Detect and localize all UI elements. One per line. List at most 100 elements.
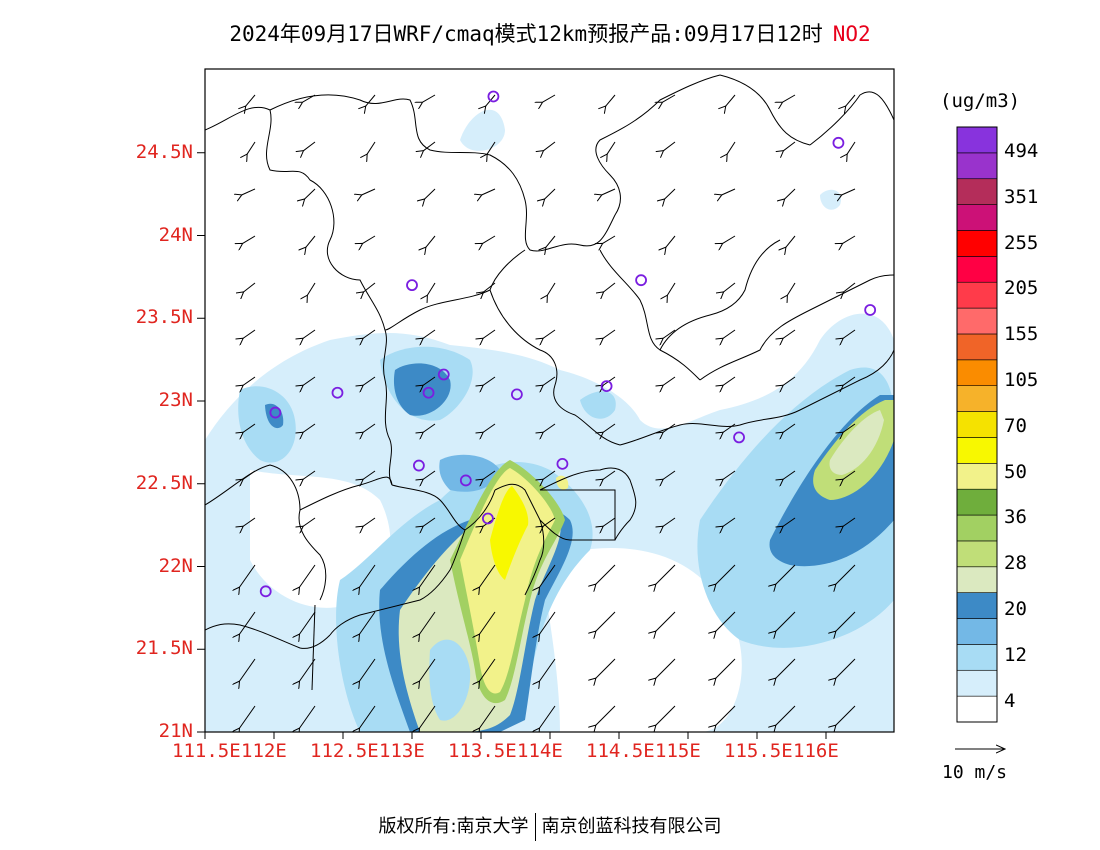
lat-tick-label: 21.5N: [135, 637, 193, 660]
wind-arrow: [716, 658, 736, 678]
wind-arrow: [603, 470, 616, 479]
wind-arrow: [656, 564, 676, 584]
station-marker: [437, 368, 450, 381]
lat-tick-label: 24N: [158, 223, 193, 246]
colorbar-tick-label: 70: [1004, 414, 1027, 437]
wind-arrow: [244, 282, 256, 292]
wind-arrow: [607, 141, 616, 154]
wind-arrow: [247, 141, 256, 154]
lon-tick-label: 115.5E: [724, 740, 793, 762]
wind-arrow: [836, 658, 856, 678]
colorbar-tick-label: 36: [1004, 506, 1027, 529]
colorbar-segment: [956, 359, 998, 386]
wind-arrow: [243, 235, 256, 243]
station-marker: [635, 274, 647, 287]
colorbar-tick-label: 50: [1004, 460, 1027, 483]
colorbar: [956, 126, 998, 723]
wind-arrow: [425, 188, 436, 199]
axis-tick-marks: [197, 152, 827, 739]
wind-arrow: [844, 282, 856, 292]
colorbar-segment: [956, 152, 998, 180]
lat-tick-label: 23.5N: [135, 306, 193, 329]
colorbar-tick-label: 351: [1004, 185, 1039, 208]
colorbar-segment: [956, 618, 998, 645]
wind-arrow: [423, 517, 436, 526]
wind-arrow: [242, 188, 256, 195]
lat-tick-label: 23N: [158, 389, 193, 411]
wind-arrow: [602, 188, 616, 195]
station-marker: [412, 459, 425, 472]
wind-arrow: [785, 188, 796, 199]
lon-tick-label: 111.5E: [172, 740, 241, 762]
colorbar-segment: [956, 385, 998, 412]
wind-arrow: [596, 658, 616, 678]
station-marker: [600, 380, 613, 393]
wind-arrow: [420, 564, 436, 587]
wind-arrow: [363, 235, 376, 243]
wind-arrow: [543, 376, 556, 385]
wind-arrow: [783, 470, 796, 479]
wind-arrow: [604, 282, 616, 292]
wind-arrow: [606, 94, 616, 106]
colorbar-tick-label: 105: [1004, 369, 1039, 391]
station-marker: [510, 388, 523, 401]
title-text: 2024年09月17日WRF/cmaq模式12km预报产品:09月17日12时: [229, 22, 823, 46]
colorbar-tick-label: 12: [1004, 643, 1027, 666]
wind-arrow: [480, 705, 496, 728]
wind-arrow: [663, 423, 676, 432]
station-marker: [259, 585, 272, 598]
colorbar-segment: [956, 411, 998, 438]
colorbar-tick-label: 494: [1004, 140, 1039, 162]
wind-arrow: [426, 235, 436, 247]
wind-arrow: [420, 705, 436, 728]
colorbar-unit: (ug/m3): [940, 90, 1021, 112]
station-marker: [556, 457, 569, 470]
lon-tick-label: 114.5E: [586, 740, 655, 762]
wind-arrow: [723, 470, 736, 479]
wind-vectors: [240, 94, 856, 728]
wind-arrow: [363, 329, 376, 338]
station-marker: [733, 431, 745, 444]
wind-arrow: [663, 94, 676, 102]
footer-separator: [534, 813, 536, 841]
copyright-footer: 版权所有:南京大学 南京创蓝科技有限公司: [0, 812, 1100, 841]
wind-arrow: [596, 564, 616, 584]
map-title: 2024年09月17日WRF/cmaq模式12km预报产品:09月17日12时 N…: [0, 18, 1100, 48]
wind-arrow: [360, 705, 376, 728]
wind-arrow: [484, 282, 496, 292]
station-marker: [832, 136, 845, 149]
wind-arrow: [240, 705, 256, 728]
wind-arrow: [716, 564, 736, 584]
wind-arrow: [543, 329, 556, 338]
wind-arrow: [776, 564, 796, 584]
lon-tick-label: 116E: [793, 740, 839, 762]
wind-arrow: [836, 705, 856, 725]
wind-arrow: [423, 94, 436, 102]
station-marker: [406, 279, 418, 292]
wind-arrow: [540, 564, 556, 587]
colorbar-segment: [956, 126, 998, 154]
wind-arrow: [423, 141, 436, 151]
wind-arrow: [362, 188, 376, 195]
wind-arrow: [303, 423, 316, 432]
wind-arrow: [307, 282, 316, 295]
colorbar-tick-label: 4: [1004, 689, 1016, 712]
colorbar-segment: [956, 204, 998, 231]
wind-arrow: [783, 517, 796, 526]
wind-arrow: [663, 141, 676, 151]
wind-arrow: [546, 235, 556, 247]
station-marker: [487, 90, 500, 103]
wind-arrow: [303, 376, 316, 385]
wind-arrow: [420, 611, 436, 634]
wind-arrow: [656, 611, 676, 631]
wind-arrow: [843, 423, 856, 432]
wind-arrow: [547, 282, 556, 295]
wind-arrow: [540, 658, 556, 681]
wind-arrow: [663, 470, 676, 479]
wind-arrow: [243, 423, 256, 432]
wind-arrow: [240, 611, 256, 634]
wind-arrow: [847, 141, 856, 154]
wind-arrow: [423, 376, 436, 385]
colorbar-tick-label: 205: [1004, 277, 1039, 300]
wind-arrow: [303, 470, 316, 479]
